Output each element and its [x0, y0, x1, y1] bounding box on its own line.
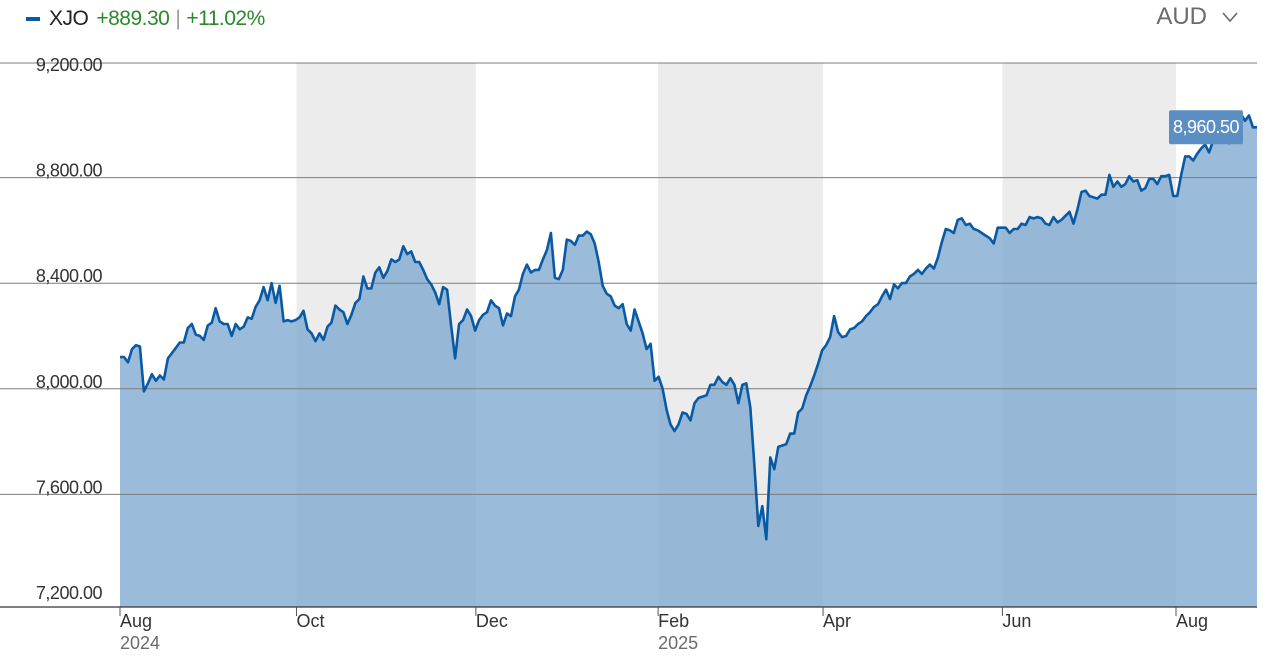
chart-legend: XJO +889.30 | +11.02%: [26, 6, 265, 32]
x-tick-year: 2025: [658, 633, 698, 653]
y-tick-label: 8,400.00: [36, 266, 103, 286]
last-value-badge: [1169, 110, 1243, 145]
y-tick-label: 7,600.00: [36, 477, 103, 497]
x-tick-year: 2024: [120, 633, 160, 653]
x-tick-label: Dec: [476, 611, 508, 631]
series-line: [120, 111, 1258, 541]
chevron-down-icon: [1222, 12, 1238, 23]
currency-selector[interactable]: AUD: [1156, 3, 1239, 31]
x-tick-label: Aug: [120, 611, 152, 631]
x-tick-label: Aug: [1176, 611, 1208, 631]
x-tick-label: Feb: [658, 611, 689, 631]
x-tick-label: Oct: [296, 611, 324, 631]
legend-change-percent: +11.02%: [186, 7, 265, 30]
last-value-label: 8,960.50: [1173, 117, 1240, 137]
legend-change: +889.30: [96, 7, 170, 30]
y-tick-label: 9,200.00: [36, 55, 103, 75]
x-tick-label: Apr: [823, 611, 851, 631]
legend-separator: |: [175, 7, 181, 30]
currency-label: AUD: [1156, 3, 1207, 30]
legend-symbol: XJO: [49, 7, 89, 30]
y-tick-label: 8,000.00: [36, 372, 103, 392]
x-tick-label: Jun: [1002, 611, 1031, 631]
y-tick-label: 7,200.00: [36, 583, 103, 603]
series-area: [120, 112, 1257, 608]
series-swatch: [26, 17, 40, 21]
y-tick-label: 8,800.00: [36, 161, 103, 181]
